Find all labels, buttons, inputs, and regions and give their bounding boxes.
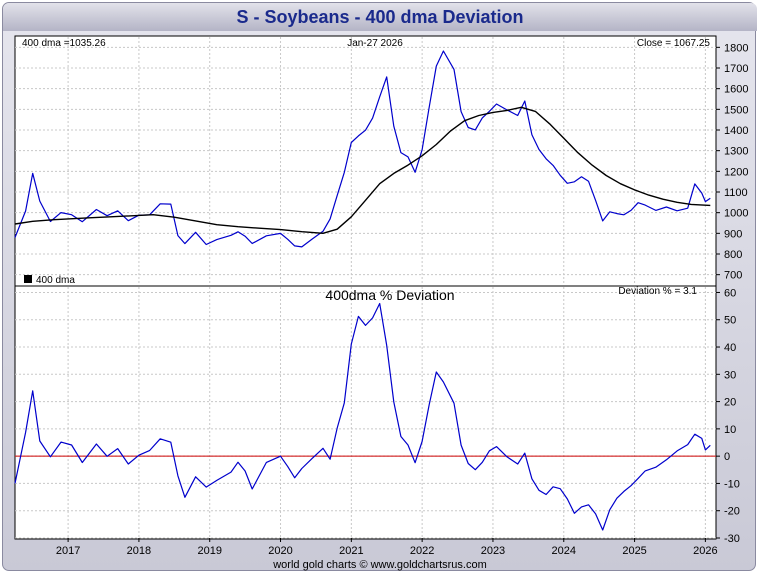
legend-swatch xyxy=(24,275,32,283)
y-tick-label: 1500 xyxy=(724,104,748,116)
x-tick-label: 2023 xyxy=(481,545,505,557)
y-tick-label: 1200 xyxy=(724,166,748,178)
x-tick-label: 2022 xyxy=(410,545,434,557)
y-tick-label: 800 xyxy=(724,249,742,261)
y-tick-label: 10 xyxy=(724,424,736,436)
x-tick-label: 2019 xyxy=(197,545,221,557)
y-tick-label: 700 xyxy=(724,270,742,282)
y-tick-label: 900 xyxy=(724,228,742,240)
date-label: Jan-27 2026 xyxy=(347,38,403,49)
close-label: Close = 1067.25 xyxy=(637,38,711,49)
y-tick-label: 1700 xyxy=(724,63,748,75)
y-tick-label: 0 xyxy=(724,451,730,463)
y-tick-label: 1400 xyxy=(724,125,748,137)
y-tick-label: 40 xyxy=(724,342,736,354)
x-tick-label: 2020 xyxy=(268,545,292,557)
dma-value-label: 400 dma =1035.26 xyxy=(22,38,106,49)
x-tick-label: 2025 xyxy=(622,545,646,557)
dma-line xyxy=(14,106,711,234)
deviation-line xyxy=(14,302,711,531)
y-tick-label: 1000 xyxy=(724,208,748,220)
x-tick-label: 2024 xyxy=(552,545,576,557)
deviation-title: 400dma % Deviation xyxy=(325,287,454,303)
y-tick-label: -10 xyxy=(724,478,740,490)
y-tick-label: 1300 xyxy=(724,146,748,158)
bottom-panel xyxy=(14,285,717,540)
x-tick-label: 2017 xyxy=(56,545,80,557)
y-tick-label: 1100 xyxy=(724,187,748,199)
y-tick-label: 30 xyxy=(724,369,736,381)
x-tick-label: 2018 xyxy=(127,545,151,557)
top-panel xyxy=(14,35,717,287)
y-tick-label: 50 xyxy=(724,315,736,327)
chart-title: S - Soybeans - 400 dma Deviation xyxy=(3,3,757,31)
price-line xyxy=(14,50,711,248)
x-tick-label: 2021 xyxy=(339,545,363,557)
legend-label: 400 dma xyxy=(36,275,75,286)
y-tick-label: 1600 xyxy=(724,84,748,96)
deviation-value-label: Deviation % = 3.1 xyxy=(618,286,697,297)
y-tick-label: 1800 xyxy=(724,42,748,54)
footer-credit: world gold charts © www.goldchartsrus.co… xyxy=(273,559,487,571)
y-tick-label: -30 xyxy=(724,533,740,545)
y-tick-label: 20 xyxy=(724,397,736,409)
y-tick-label: -20 xyxy=(724,506,740,518)
y-tick-label: 60 xyxy=(724,287,736,299)
x-tick-label: 2026 xyxy=(693,545,717,557)
